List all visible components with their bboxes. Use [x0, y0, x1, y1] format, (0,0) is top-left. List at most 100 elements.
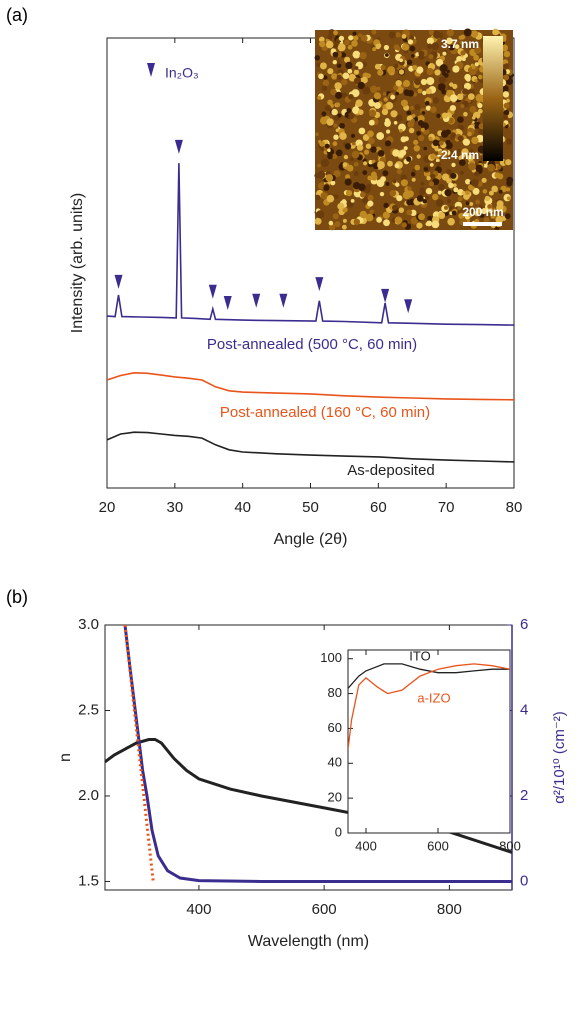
afm-grain	[339, 132, 347, 140]
afm-grain	[382, 109, 388, 115]
afm-grain	[401, 100, 408, 107]
afm-grain	[475, 62, 479, 66]
afm-grain	[487, 164, 495, 172]
afm-grain	[343, 162, 348, 167]
afm-grain	[415, 165, 421, 171]
x-tick-label: 800	[499, 838, 521, 853]
afm-grain	[341, 79, 347, 85]
peak-marker	[115, 275, 123, 289]
afm-grain	[406, 210, 412, 216]
peak-marker	[175, 140, 183, 154]
y-tick-label: 60	[328, 720, 342, 735]
afm-grain	[411, 172, 416, 177]
afm-grain	[383, 212, 390, 219]
x-tick-label: 600	[312, 901, 337, 918]
afm-grain	[412, 178, 416, 182]
scale-bar	[463, 222, 502, 226]
afm-grain	[436, 199, 444, 207]
afm-grain	[345, 62, 352, 69]
x-tick-label: 70	[438, 499, 455, 516]
afm-grain	[458, 135, 464, 141]
afm-grain	[446, 169, 451, 174]
afm-grain	[401, 136, 407, 142]
y2-tick-label: 6	[520, 616, 528, 633]
afm-grain	[463, 139, 470, 146]
afm-grain	[442, 52, 446, 56]
afm-grain	[334, 82, 341, 89]
afm-grain	[337, 203, 344, 210]
afm-grain	[407, 60, 412, 65]
afm-grain	[338, 43, 346, 51]
afm-grain	[426, 77, 434, 85]
afm-grain	[354, 162, 359, 167]
afm-grain	[333, 124, 337, 128]
afm-grain	[367, 195, 373, 201]
afm-grain	[333, 52, 339, 58]
afm-grain	[394, 44, 400, 50]
afm-grain	[355, 99, 362, 106]
afm-grain	[447, 199, 451, 203]
afm-grain	[384, 97, 388, 101]
afm-grain	[384, 45, 389, 50]
afm-grain	[436, 162, 441, 167]
afm-grain	[412, 169, 416, 173]
afm-grain	[316, 63, 320, 67]
afm-grain	[444, 189, 451, 196]
afm-grain	[351, 40, 358, 47]
afm-grain	[467, 132, 472, 137]
afm-grain	[353, 51, 361, 59]
afm-grain	[396, 195, 402, 201]
afm-grain	[465, 179, 471, 185]
afm-grain	[477, 103, 482, 108]
afm-grain	[322, 86, 327, 91]
afm-grain	[425, 101, 430, 106]
legend-marker	[147, 63, 155, 77]
afm-grain	[386, 130, 390, 134]
afm-grain	[392, 205, 398, 211]
y-tick-label: 3.0	[78, 616, 99, 633]
afm-grain	[482, 178, 487, 183]
series-label: Post-annealed (160 °C, 60 min)	[220, 404, 430, 421]
afm-grain	[361, 35, 368, 42]
afm-grain	[367, 217, 371, 221]
afm-grain	[472, 116, 476, 120]
afm-grain	[334, 221, 340, 227]
afm-grain	[452, 211, 457, 216]
afm-grain	[471, 137, 478, 144]
peak-marker	[381, 289, 389, 303]
colorbar	[483, 36, 503, 161]
afm-grain	[471, 179, 479, 187]
afm-grain	[342, 225, 347, 230]
afm-grain	[430, 106, 437, 113]
afm-grain	[348, 45, 353, 50]
afm-grain	[469, 68, 476, 75]
afm-grain	[417, 154, 421, 158]
afm-grain	[354, 171, 359, 176]
afm-grain	[403, 80, 410, 87]
afm-grain	[369, 209, 374, 214]
afm-grain	[457, 206, 461, 210]
afm-grain	[505, 213, 511, 219]
afm-grain	[450, 173, 456, 179]
afm-grain	[327, 68, 333, 74]
afm-grain	[369, 120, 375, 126]
y-tick-label: 0	[335, 824, 342, 839]
y-axis-label: n	[57, 753, 74, 762]
afm-grain	[315, 55, 320, 60]
afm-grain	[426, 188, 432, 194]
afm-grain	[358, 184, 365, 191]
afm-grain	[323, 80, 330, 87]
afm-grain	[438, 184, 445, 191]
afm-grain	[483, 189, 488, 194]
afm-grain	[468, 93, 475, 100]
afm-grain	[412, 65, 417, 70]
x-axis-label: Angle (2θ)	[274, 531, 348, 548]
afm-grain	[370, 86, 377, 93]
afm-grain	[427, 68, 434, 75]
afm-grain	[463, 112, 468, 117]
afm-grain	[492, 29, 499, 36]
afm-grain	[354, 219, 360, 225]
afm-grain	[421, 79, 427, 85]
afm-grain	[406, 200, 412, 206]
afm-grain	[394, 64, 398, 68]
